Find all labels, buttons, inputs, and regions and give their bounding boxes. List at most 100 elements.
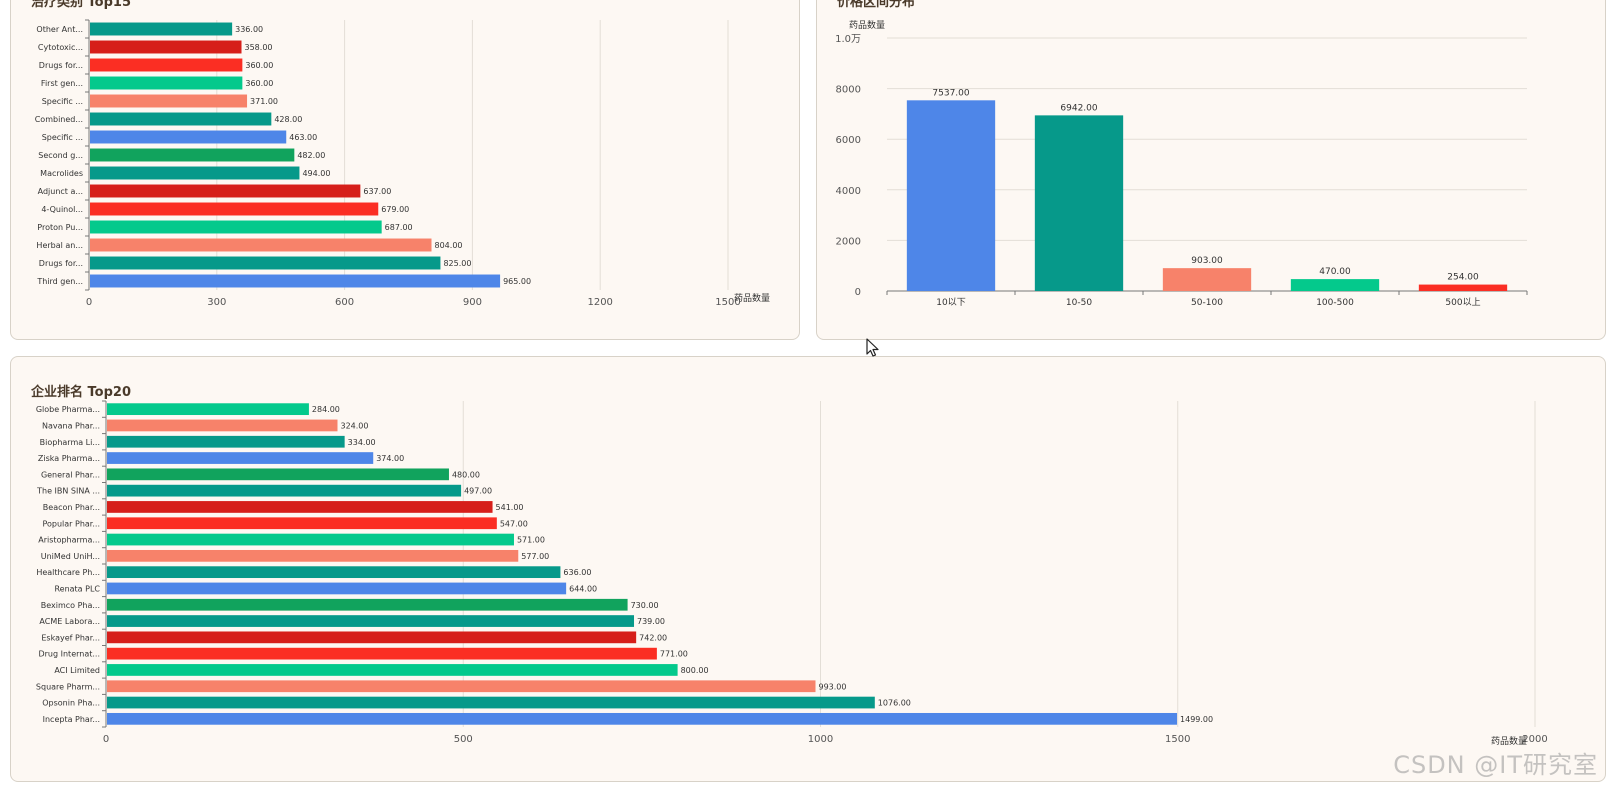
bar [90, 76, 243, 90]
data-label: 482.00 [297, 151, 325, 160]
data-label: 371.00 [250, 97, 278, 106]
x-tick-label: 300 [207, 297, 226, 308]
category-label: Drug Internat... [38, 650, 100, 659]
x-tick-label: 900 [463, 297, 482, 308]
bar [90, 220, 382, 234]
data-label: 541.00 [496, 503, 524, 512]
category-label: Adjunct a... [38, 187, 83, 196]
data-label: 571.00 [517, 536, 545, 545]
category-label: 50-100 [1191, 298, 1223, 308]
data-label: 965.00 [503, 277, 531, 286]
bar [107, 680, 816, 693]
x-tick-label: 600 [335, 297, 354, 308]
bar [107, 712, 1178, 725]
data-label: 254.00 [1447, 273, 1479, 283]
data-label: 497.00 [464, 487, 492, 496]
category-label: 10以下 [936, 298, 965, 308]
category-label: Third gen... [36, 277, 83, 286]
category-label: Macrolides [40, 169, 83, 178]
y-axis-title: 药品数量 [849, 19, 885, 31]
bar [107, 582, 567, 595]
category-label: Renata PLC [54, 584, 100, 593]
category-label: UniMed UniH... [41, 552, 100, 561]
bar [107, 696, 875, 709]
bar [107, 631, 637, 644]
data-label: 800.00 [681, 666, 709, 675]
company-chart-panel: 企业排名 Top20 0 500 1000 1500 2000 Globe Pharma.… [10, 356, 1606, 782]
data-label: 284.00 [312, 405, 340, 414]
x-tick-label: 1500 [1165, 734, 1190, 745]
category-label: Opsonin Pha... [42, 699, 100, 708]
data-label: 577.00 [521, 552, 549, 561]
bar [107, 598, 628, 611]
bar [107, 435, 345, 448]
category-label: ACI Limited [54, 666, 100, 675]
data-label: 334.00 [348, 438, 376, 447]
bar [1418, 284, 1508, 291]
category-label: Beacon Phar... [43, 503, 100, 512]
category-label: The IBN SINA ... [36, 487, 100, 496]
category-label: General Phar... [41, 470, 100, 479]
x-axis-title: 药品数量 [1491, 735, 1527, 747]
bar [107, 647, 657, 660]
bar [107, 403, 309, 416]
company-chart-title: 企业排名 Top20 [31, 385, 131, 400]
x-tick-label: 1500 [715, 297, 740, 308]
bar [90, 166, 300, 180]
bar [90, 148, 295, 162]
data-label: 730.00 [631, 601, 659, 610]
data-label: 993.00 [818, 682, 846, 691]
bar [107, 452, 374, 464]
data-label: 463.00 [289, 133, 317, 142]
category-chart-title: 治疗类别 Top15 [31, 0, 131, 10]
data-label: 360.00 [245, 61, 273, 70]
bar [1290, 279, 1380, 291]
x-tick-label: 0 [86, 297, 92, 308]
category-bar-chart: 0 300 600 900 1200 1500 Other Ant... 336.00 Cyto… [35, 19, 770, 308]
bar [90, 130, 287, 144]
category-label: 4-Quinol... [41, 205, 83, 214]
category-label: Ziska Pharma... [38, 454, 100, 463]
data-label: 903.00 [1191, 256, 1223, 266]
data-label: 547.00 [500, 519, 528, 528]
bar [90, 22, 233, 36]
category-label: Drugs for... [39, 61, 83, 70]
bar [107, 468, 449, 481]
category-label: Popular Phar... [42, 519, 100, 528]
data-label: 480.00 [452, 470, 480, 479]
bar [90, 112, 272, 126]
category-label: Herbal an... [36, 241, 83, 250]
data-label: 1076.00 [878, 699, 911, 708]
y-tick-label: 6000 [836, 135, 861, 146]
bar [107, 517, 497, 530]
category-label: Incepta Phar... [43, 715, 100, 724]
bar [107, 566, 561, 579]
y-tick-label: 4000 [836, 186, 861, 197]
category-label: Specific ... [42, 97, 83, 106]
category-label: Eskayef Phar... [41, 633, 100, 642]
data-label: 804.00 [435, 241, 463, 250]
price-chart-title: 价格区间分布 [837, 0, 916, 10]
x-tick-label: 0 [103, 734, 109, 745]
bar [90, 184, 361, 198]
category-chart-panel: 治疗类别 Top15 0 300 600 900 1200 1500 Other Ant..… [10, 0, 800, 340]
data-label: 636.00 [563, 568, 591, 577]
bar [1034, 115, 1124, 291]
category-label: Drugs for... [39, 259, 83, 268]
x-tick-label: 2000 [1522, 734, 1547, 745]
data-label: 644.00 [569, 584, 597, 593]
bar [90, 274, 501, 288]
bar [107, 419, 338, 432]
data-label: 360.00 [245, 79, 273, 88]
mouse-cursor-icon [866, 338, 879, 357]
bar [1162, 268, 1252, 291]
data-label: 687.00 [385, 223, 413, 232]
bar [90, 256, 441, 270]
x-tick-label: 1200 [587, 297, 612, 308]
company-bar-chart: 0 500 1000 1500 2000 Globe Pharma... 284.00 Nav… [36, 400, 1548, 747]
category-label: 100-500 [1316, 298, 1354, 308]
x-axis-title: 药品数量 [734, 292, 770, 304]
data-label: 6942.00 [1060, 103, 1097, 113]
bar [90, 202, 379, 216]
data-label: 771.00 [660, 650, 688, 659]
